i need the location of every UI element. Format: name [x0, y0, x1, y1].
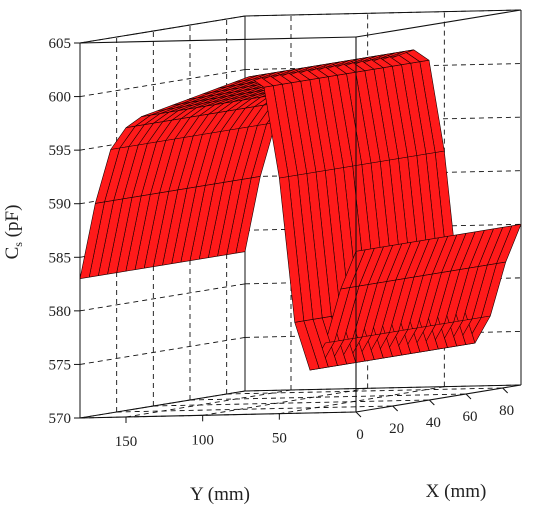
z-tick-label: 605 [49, 36, 72, 52]
x-grid-line-floor [116, 405, 393, 413]
z-grid-line-back-left [79, 69, 246, 98]
z-tick-label: 590 [49, 197, 72, 213]
y-grid-line-floor [279, 386, 445, 415]
x-tick-mark [392, 405, 399, 412]
x-tick-mark [428, 399, 435, 406]
front-box-edge [79, 36, 357, 44]
y-axis-label: Y (mm) [190, 484, 250, 505]
x-tick-label: 20 [389, 421, 404, 437]
z-grid-line-back-left [79, 15, 246, 44]
x-tick-label: 80 [499, 403, 514, 419]
z-grid-line-back-left [79, 283, 246, 312]
front-box [79, 9, 522, 419]
surface-patch [79, 201, 105, 280]
z-axis-label: Cs (pF) [2, 205, 25, 260]
z-tick-label: 570 [49, 411, 72, 427]
y-tick-label: 50 [272, 431, 287, 447]
z-axis-ticks: 570 575 580 585 590 595 600 605 [49, 36, 80, 427]
z-grid-line-back-left [79, 336, 246, 365]
x-axis-ticks: 0 20 40 60 80 [355, 387, 514, 443]
z-tick-label: 585 [49, 250, 72, 266]
z-grid-line-back-right [244, 9, 522, 17]
x-tick-label: 60 [463, 409, 478, 425]
x-tick-label: 0 [356, 427, 364, 443]
z-axis-label-sub: s [11, 242, 25, 247]
z-tick-label: 600 [49, 90, 72, 106]
z-axis-label-main: C [2, 247, 23, 260]
z-grid-line-back-left [79, 390, 246, 419]
front-box-edge [355, 9, 522, 38]
x-grid-line-floor [153, 399, 430, 407]
z-axis-label-unit: (pF) [2, 205, 23, 242]
x-axis-label: X (mm) [426, 481, 487, 502]
z-tick-label: 575 [49, 357, 72, 373]
y-tick-label: 150 [115, 434, 138, 450]
y-axis-ticks: 50 100 150 [115, 413, 287, 450]
front-box-edge [355, 384, 522, 413]
x-tick-label: 40 [426, 415, 441, 431]
surface-mesh [79, 49, 522, 371]
x-tick-mark [465, 393, 472, 400]
x-tick-mark [502, 387, 509, 394]
y-grid-line-floor [125, 389, 292, 418]
y-grid-line-floor [202, 387, 368, 416]
x-tick-mark [355, 411, 362, 418]
y-tick-label: 100 [191, 432, 214, 448]
z-tick-label: 595 [49, 143, 72, 159]
x-grid-line-floor [226, 387, 503, 395]
front-box-edge [79, 411, 357, 419]
x-grid-line-floor [189, 393, 467, 401]
z-tick-label: 580 [49, 304, 72, 320]
